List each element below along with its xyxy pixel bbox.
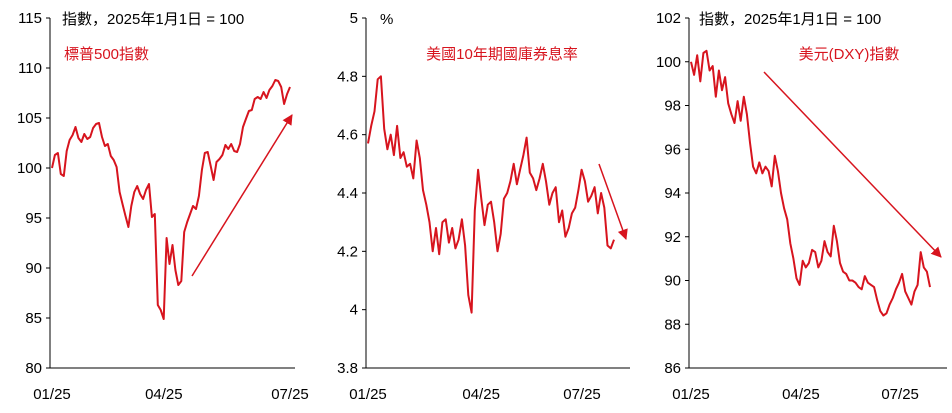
x-tick-label: 07/25 [881,386,919,403]
x-tick-label: 04/25 [145,386,183,403]
y-tick-label: 86 [664,360,681,377]
x-tick-label: 07/25 [271,386,309,403]
series-title: 美國10年期國庫券息率 [426,46,578,63]
trend-arrow-up [191,114,293,277]
y-tick-label: 5 [350,10,358,27]
y-tick-label: 3.8 [337,360,358,377]
unit-label: % [380,11,393,28]
y-tick-label: 92 [664,229,681,246]
y-tick-label: 4.4 [337,185,358,202]
x-tick-label: 04/25 [782,386,820,403]
y-tick-label: 4 [350,302,358,319]
y-tick-label: 100 [17,160,42,177]
y-tick-label: 90 [664,273,681,290]
y-tick-label: 110 [18,60,42,77]
x-tick-label: 01/25 [33,386,71,403]
y-tick-label: 96 [664,141,681,158]
y-tick-label: 4.6 [337,127,358,144]
y-tick-label: 100 [656,54,681,71]
series-line [367,75,615,314]
y-tick-label: 4.8 [337,68,358,85]
unit-label: 指數，2025年1月1日 = 100 [62,11,244,28]
unit-label: 指數，2025年1月1日 = 100 [699,11,881,28]
y-tick-label: 4.2 [337,243,358,260]
y-tick-label: 105 [17,110,42,127]
y-tick-label: 98 [664,98,681,115]
y-tick-label: 95 [25,210,42,227]
series-line [51,79,291,320]
chart-panel-1: 80 85 90 95 100 105 110 115 01/25 04/25 07/25 指數，20… [17,10,309,403]
chart-panel-2: 3.8 4 4.2 4.4 4.6 4.8 5 01/25 04/25 07/25% 美國10年期國… [337,10,630,403]
y-tick-label: 115 [18,10,42,27]
x-tick-label: 04/25 [462,386,500,403]
chart-panel-3: 86 88 90 92 94 96 98 100 102 01/25 04/25 07/25 指數，20… [656,10,947,403]
x-tick-label: 01/25 [349,386,387,403]
y-tick-label: 94 [664,185,681,202]
trend-arrow-down [598,163,628,240]
series-title: 標普500指數 [64,46,149,63]
y-tick-label: 85 [25,310,42,327]
y-tick-label: 90 [25,260,42,277]
series-title: 美元(DXY)指數 [799,46,900,63]
trend-arrow-down [763,71,942,258]
y-tick-label: 88 [664,316,681,333]
series-line [690,49,931,317]
y-tick-label: 102 [656,10,681,27]
x-tick-label: 01/25 [672,386,710,403]
x-tick-label: 07/25 [563,386,601,403]
y-tick-label: 80 [25,360,42,377]
